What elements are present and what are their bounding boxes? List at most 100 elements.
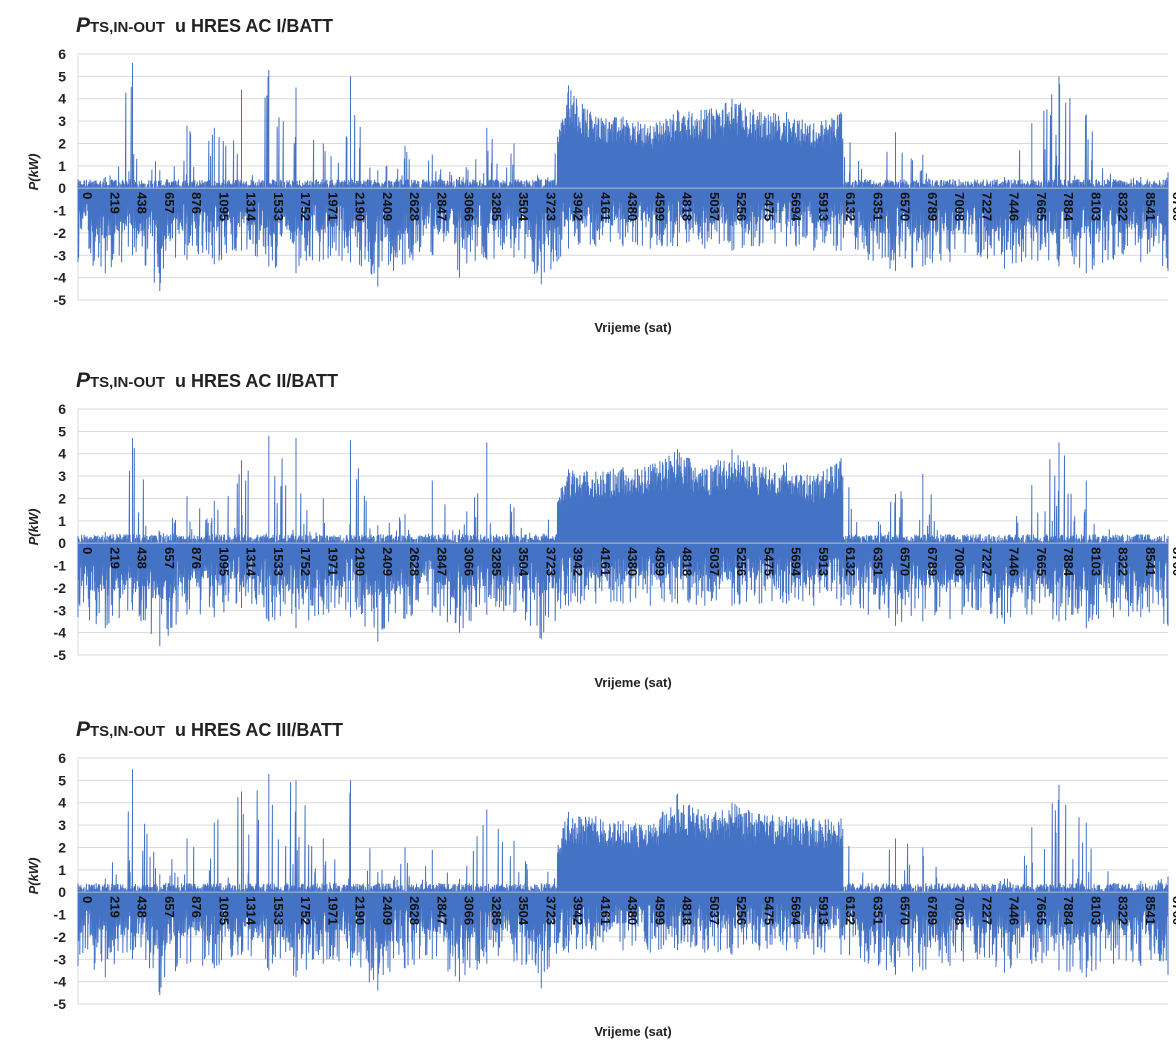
x-tick-label: 6351 [870, 547, 885, 576]
x-tick-label: 8760 [1170, 896, 1176, 925]
chart-title: PTS,IN-OUT u HRES AC III/BATT [76, 718, 343, 742]
y-tick-label: -2 [54, 929, 67, 945]
x-tick-label: 8760 [1170, 547, 1176, 576]
y-tick-label: 5 [58, 772, 66, 788]
x-tick-label: 2847 [434, 547, 449, 576]
x-tick-label: 3285 [489, 547, 504, 576]
x-tick-label: 3942 [571, 547, 586, 576]
chart-panel-1: PTS,IN-OUT u HRES AC I/BATT 6 5 4 3 2 1 0 -1 -2 -… [0, 0, 1176, 346]
x-tick-label: 8103 [1088, 896, 1103, 925]
x-tick-label: 6570 [898, 896, 913, 925]
x-tick-label: 3942 [571, 192, 586, 221]
x-tick-label: 0 [80, 547, 95, 554]
line-chart-2: 6 5 4 3 2 1 0 -1 -2 -3 -4 -5 0 219 438 657 876 1095 1314 15… [26, 401, 1176, 690]
x-tick-label: 2409 [380, 896, 395, 925]
x-tick-label: 4380 [625, 547, 640, 576]
x-tick-label: 8103 [1088, 192, 1103, 221]
x-tick-label: 1314 [244, 192, 259, 222]
x-tick-label: 6351 [870, 192, 885, 221]
chart-title-p: P [76, 14, 91, 37]
x-tick-label: 1314 [244, 896, 259, 926]
x-tick-label: 6132 [843, 547, 858, 576]
chart-title: PTS,IN-OUT u HRES AC II/BATT [76, 369, 338, 393]
x-tick-label: 657 [162, 192, 177, 214]
x-tick-label: 6570 [898, 547, 913, 576]
y-tick-label: 2 [58, 839, 66, 855]
x-tick-label: 7884 [1061, 896, 1076, 926]
x-tick-label: 3066 [462, 896, 477, 925]
x-tick-label: 876 [189, 547, 204, 569]
y-tick-label: 6 [58, 46, 66, 62]
x-tick-label: 438 [135, 192, 150, 214]
x-tick-label: 2190 [353, 547, 368, 576]
y-tick-label: 0 [58, 535, 66, 551]
chart-title-rest: u HRES AC I/BATT [175, 16, 334, 36]
y-tick-label: -5 [54, 292, 67, 308]
x-axis-label: Vrijeme (sat) [594, 675, 671, 690]
x-tick-label: 6132 [843, 896, 858, 925]
x-tick-label: 5694 [789, 896, 804, 926]
x-tick-label: 7008 [952, 192, 967, 221]
x-tick-label: 2409 [380, 192, 395, 221]
chart-title: PTS,IN-OUT u HRES AC I/BATT [76, 14, 333, 38]
x-tick-label: 5694 [789, 547, 804, 577]
x-tick-label: 6132 [843, 192, 858, 221]
x-tick-label: 7665 [1034, 192, 1049, 221]
x-tick-label: 3285 [489, 896, 504, 925]
x-tick-label: 2409 [380, 547, 395, 576]
x-tick-label: 5256 [734, 896, 749, 925]
y-tick-label: 0 [58, 180, 66, 196]
x-tick-label: 2847 [434, 896, 449, 925]
x-tick-label: 5913 [816, 192, 831, 221]
chart-title-rest: u HRES AC III/BATT [175, 720, 344, 740]
x-tick-label: 7227 [979, 192, 994, 221]
y-tick-label: 3 [58, 468, 66, 484]
x-tick-label: 5913 [816, 547, 831, 576]
x-tick-label: 6570 [898, 192, 913, 221]
y-tick-label: -5 [54, 996, 67, 1012]
y-tick-label: -3 [54, 247, 67, 263]
x-tick-label: 0 [80, 192, 95, 199]
chart-title-p: P [76, 718, 91, 741]
x-tick-label: 4161 [598, 896, 613, 925]
y-tick-label: 4 [58, 795, 66, 811]
y-tick-label: 2 [58, 490, 66, 506]
x-tick-label: 1533 [271, 547, 286, 576]
y-axis-label: P(kW) [26, 509, 41, 546]
x-tick-label: 3285 [489, 192, 504, 221]
x-tick-label: 5475 [761, 192, 776, 221]
x-tick-label: 8541 [1143, 896, 1158, 925]
x-tick-label: 1095 [216, 192, 231, 221]
y-tick-label: 6 [58, 750, 66, 766]
x-axis-label: Vrijeme (sat) [594, 320, 671, 335]
x-tick-label: 4818 [680, 192, 695, 221]
series-line [77, 769, 1169, 996]
chart-title-rest: u HRES AC II/BATT [175, 371, 339, 391]
x-tick-label: 1095 [216, 896, 231, 925]
y-tick-label: -2 [54, 225, 67, 241]
x-tick-label: 7884 [1061, 192, 1076, 222]
x-tick-label: 4818 [680, 547, 695, 576]
x-tick-label: 7227 [979, 896, 994, 925]
x-tick-label: 4599 [652, 896, 667, 925]
y-tick-label: 1 [58, 513, 66, 529]
x-tick-label: 7665 [1034, 547, 1049, 576]
x-tick-label: 657 [162, 547, 177, 569]
x-tick-label: 6789 [925, 896, 940, 925]
x-tick-label: 8541 [1143, 192, 1158, 221]
x-tick-label: 8103 [1088, 547, 1103, 576]
y-tick-label: -3 [54, 951, 67, 967]
x-tick-label: 0 [80, 896, 95, 903]
x-tick-label: 7446 [1007, 192, 1022, 221]
y-tick-label: 0 [58, 884, 66, 900]
x-tick-label: 5694 [789, 192, 804, 222]
x-tick-label: 3723 [543, 547, 558, 576]
y-tick-label: -1 [54, 907, 67, 923]
x-tick-label: 5475 [761, 896, 776, 925]
x-tick-label: 3504 [516, 547, 531, 577]
x-tick-label: 7008 [952, 896, 967, 925]
x-tick-label: 438 [135, 547, 150, 569]
x-tick-label: 6789 [925, 192, 940, 221]
x-tick-label: 438 [135, 896, 150, 918]
x-tick-label: 876 [189, 896, 204, 918]
